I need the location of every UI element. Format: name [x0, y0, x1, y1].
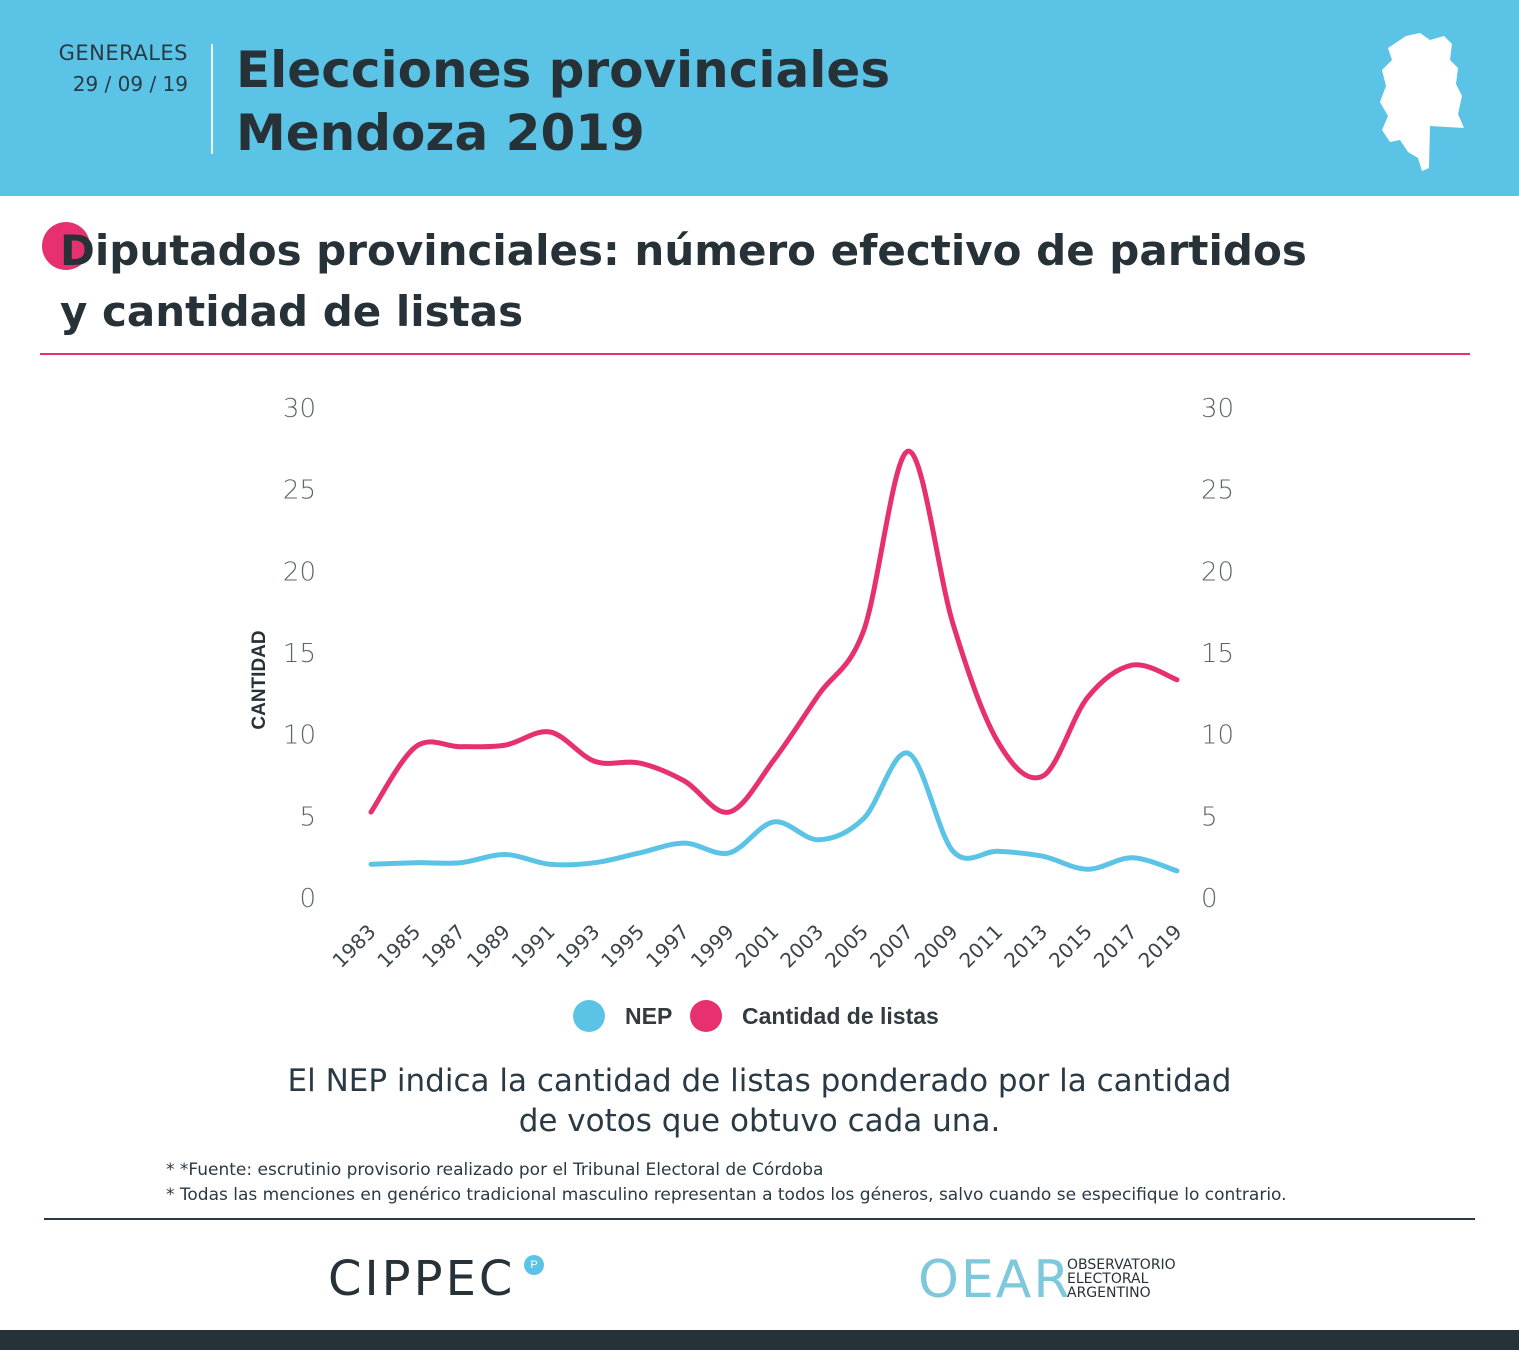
x-axis: 1983198519871989199119931995199719992001… [328, 920, 1187, 973]
y-tick-left: 30 [283, 394, 316, 424]
header-title-line1: Elecciones provinciales [236, 41, 891, 99]
election-type: GENERALES [58, 41, 188, 65]
y-axis-right: 0 5 10 15 20 25 30 [1201, 394, 1234, 914]
y-tick-right: 20 [1201, 557, 1234, 587]
legend-listas-swatch [690, 1000, 722, 1032]
x-tick-label: 1993 [551, 920, 604, 973]
oear-subtitle-line2: ELECTORAL [1067, 1271, 1149, 1287]
x-tick-label: 2001 [731, 920, 784, 973]
y-tick-left: 5 [299, 802, 316, 832]
x-tick-label: 1991 [507, 920, 560, 973]
election-date: 29 / 09 / 19 [72, 72, 188, 96]
series-group [368, 448, 1180, 874]
legend-listas: Cantidad de listas [690, 998, 939, 1034]
oear-logo: OEAR [918, 1250, 1072, 1310]
x-tick-label: 2011 [954, 920, 1007, 973]
title-bullet [42, 222, 90, 270]
x-tick-label: 2007 [865, 920, 918, 973]
header-divider [211, 44, 213, 154]
y-tick-left: 15 [283, 639, 316, 669]
chart-title-line1: Diputados provinciales: número efectivo … [60, 226, 1307, 275]
x-tick-label: 2005 [820, 920, 873, 973]
legend-listas-label: Cantidad de listas [742, 1002, 939, 1029]
y-tick-left: 10 [283, 721, 316, 751]
legend-nep: NEP [573, 998, 672, 1034]
x-tick-label: 2013 [999, 920, 1052, 973]
y-axis-label: CANTIDAD [249, 630, 270, 729]
y-tick-right: 25 [1201, 476, 1234, 506]
y-tick-right: 15 [1201, 639, 1234, 669]
y-tick-left: 0 [299, 884, 316, 914]
series-line-listas [368, 448, 1180, 815]
note-line2: de votos que obtuvo cada una. [518, 1103, 1001, 1139]
x-tick-label: 1985 [372, 920, 425, 973]
x-tick-label: 1997 [641, 920, 694, 973]
title-rule [40, 353, 1470, 355]
header-band: GENERALES 29 / 09 / 19 Elecciones provin… [0, 0, 1519, 196]
x-tick-label: 1999 [686, 920, 739, 973]
bottom-bar [0, 1330, 1519, 1350]
cippec-logo: CIPPEC [328, 1251, 516, 1307]
x-tick-label: 2015 [1044, 920, 1097, 973]
y-tick-right: 0 [1201, 884, 1218, 914]
cippec-badge-icon: P [524, 1255, 544, 1275]
mendoza-map-icon [1380, 33, 1464, 171]
y-tick-right: 10 [1201, 721, 1234, 751]
oear-subtitle-line3: ARGENTINO [1067, 1285, 1151, 1301]
series-line-nep [368, 750, 1180, 874]
y-axis-left: 0 5 10 15 20 25 30 [283, 394, 316, 914]
y-tick-left: 20 [283, 557, 316, 587]
x-tick-label: 2019 [1134, 920, 1187, 973]
footnote-source: * *Fuente: escrutinio provisorio realiza… [166, 1160, 824, 1180]
footer-rule [44, 1218, 1475, 1220]
x-tick-label: 2009 [910, 920, 963, 973]
x-tick-label: 2003 [775, 920, 828, 973]
oear-subtitle-line1: OBSERVATORIO [1067, 1257, 1176, 1273]
legend-nep-swatch [573, 1000, 605, 1032]
note-line1: El NEP indica la cantidad de listas pond… [287, 1063, 1232, 1099]
footnote-gender: * Todas las menciones en genérico tradic… [166, 1185, 1287, 1205]
x-tick-label: 2017 [1089, 920, 1142, 973]
x-tick-label: 1989 [462, 920, 515, 973]
y-tick-left: 25 [283, 476, 316, 506]
y-tick-right: 30 [1201, 394, 1234, 424]
legend-nep-label: NEP [625, 1002, 673, 1029]
chart-title-line2: y cantidad de listas [60, 287, 524, 336]
oear-subtitle: OBSERVATORIO ELECTORAL ARGENTINO [1067, 1258, 1176, 1300]
header-title-line2: Mendoza 2019 [236, 104, 645, 162]
x-tick-label: 1987 [417, 920, 470, 973]
x-tick-label: 1995 [596, 920, 649, 973]
y-tick-right: 5 [1201, 802, 1218, 832]
x-tick-label: 1983 [328, 920, 381, 973]
